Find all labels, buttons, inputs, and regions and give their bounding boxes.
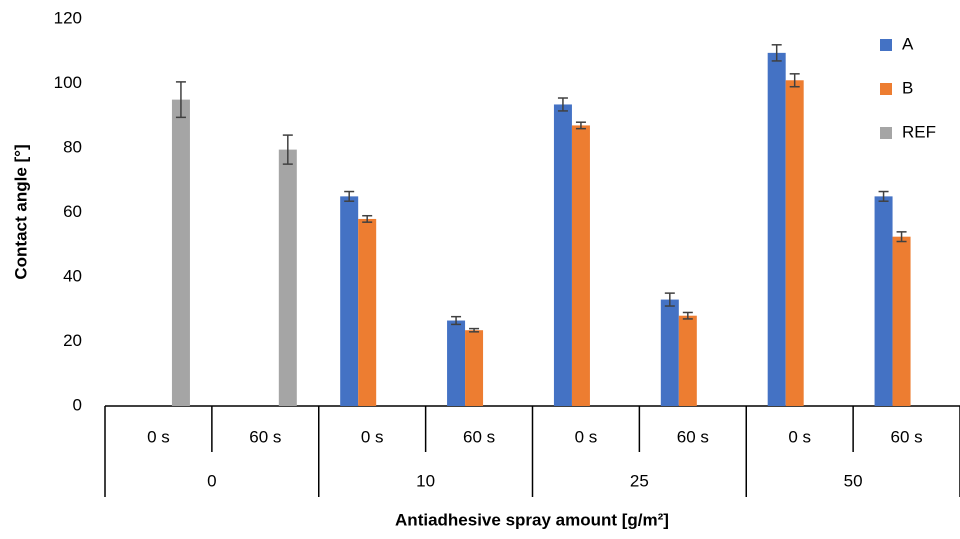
x-tick-label: 0 s: [361, 427, 384, 446]
y-tick-label: 80: [63, 137, 82, 156]
bar: [278, 149, 297, 407]
bar: [892, 236, 911, 406]
bar: [340, 196, 359, 406]
bar: [447, 320, 466, 406]
y-axis-title: Contact angle [°]: [11, 144, 30, 279]
bar: [553, 104, 572, 407]
group-label: 0: [207, 471, 216, 490]
bar: [465, 330, 484, 406]
legend-swatch: [880, 83, 892, 95]
legend-swatch: [880, 39, 892, 51]
x-tick-label: 60 s: [249, 427, 281, 446]
legend-swatch: [880, 127, 892, 139]
bar: [767, 52, 786, 407]
bar: [874, 196, 893, 406]
y-tick-label: 100: [54, 73, 82, 92]
bar: [660, 299, 679, 406]
x-tick-label: 60 s: [677, 427, 709, 446]
y-tick-label: 120: [54, 8, 82, 27]
group-label: 50: [844, 471, 863, 490]
group-label: 25: [630, 471, 649, 490]
y-tick-label: 40: [63, 266, 82, 285]
legend-label: B: [902, 78, 913, 97]
x-tick-label: 0 s: [788, 427, 811, 446]
x-tick-label: 0 s: [147, 427, 170, 446]
y-tick-label: 60: [63, 202, 82, 221]
legend-label: A: [902, 34, 914, 53]
x-axis-title: Antiadhesive spray amount [g/m²]: [395, 510, 669, 529]
y-tick-label: 0: [73, 395, 82, 414]
x-tick-label: 60 s: [463, 427, 495, 446]
bar: [358, 218, 377, 406]
bar: [171, 99, 190, 406]
bar: [571, 125, 590, 407]
group-label: 10: [416, 471, 435, 490]
y-tick-label: 20: [63, 331, 82, 350]
bar: [785, 80, 804, 407]
x-tick-label: 0 s: [575, 427, 598, 446]
legend-label: REF: [902, 122, 936, 141]
bar: [678, 315, 697, 406]
x-tick-label: 60 s: [890, 427, 922, 446]
